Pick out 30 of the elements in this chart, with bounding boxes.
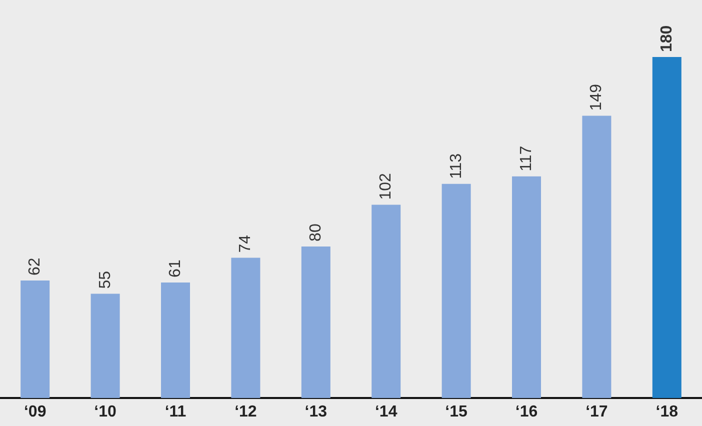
bar bbox=[652, 57, 682, 398]
bar bbox=[582, 116, 612, 398]
x-tick-label: ‘18 bbox=[656, 404, 678, 420]
x-tick-label: ‘13 bbox=[304, 404, 328, 420]
x-tick-label: ‘12 bbox=[234, 404, 257, 420]
bar bbox=[90, 294, 120, 398]
bar bbox=[512, 176, 541, 398]
data-label: 55 bbox=[96, 270, 114, 289]
x-tick-label: ‘14 bbox=[374, 404, 398, 420]
bar bbox=[301, 246, 330, 398]
data-label: 113 bbox=[448, 153, 465, 179]
data-label: 62 bbox=[26, 258, 44, 276]
data-label: 117 bbox=[518, 146, 535, 172]
x-tick-label: ‘09 bbox=[24, 404, 46, 420]
data-label: 74 bbox=[237, 234, 254, 253]
x-tick-label: ‘15 bbox=[445, 404, 468, 420]
bar bbox=[372, 204, 401, 398]
data-label: 102 bbox=[378, 172, 395, 200]
x-tick-label: ‘16 bbox=[515, 404, 538, 420]
data-label: 61 bbox=[167, 260, 184, 278]
x-tick-label: ‘10 bbox=[94, 404, 117, 420]
x-tick-label: ‘11 bbox=[164, 404, 186, 420]
bar bbox=[231, 258, 260, 398]
data-label: 80 bbox=[307, 224, 324, 242]
data-label: 149 bbox=[588, 84, 606, 111]
bar bbox=[442, 184, 471, 398]
data-label: 180 bbox=[658, 25, 676, 52]
bar bbox=[161, 282, 190, 398]
x-tick-label: ‘17 bbox=[586, 404, 608, 420]
bar bbox=[20, 280, 50, 398]
